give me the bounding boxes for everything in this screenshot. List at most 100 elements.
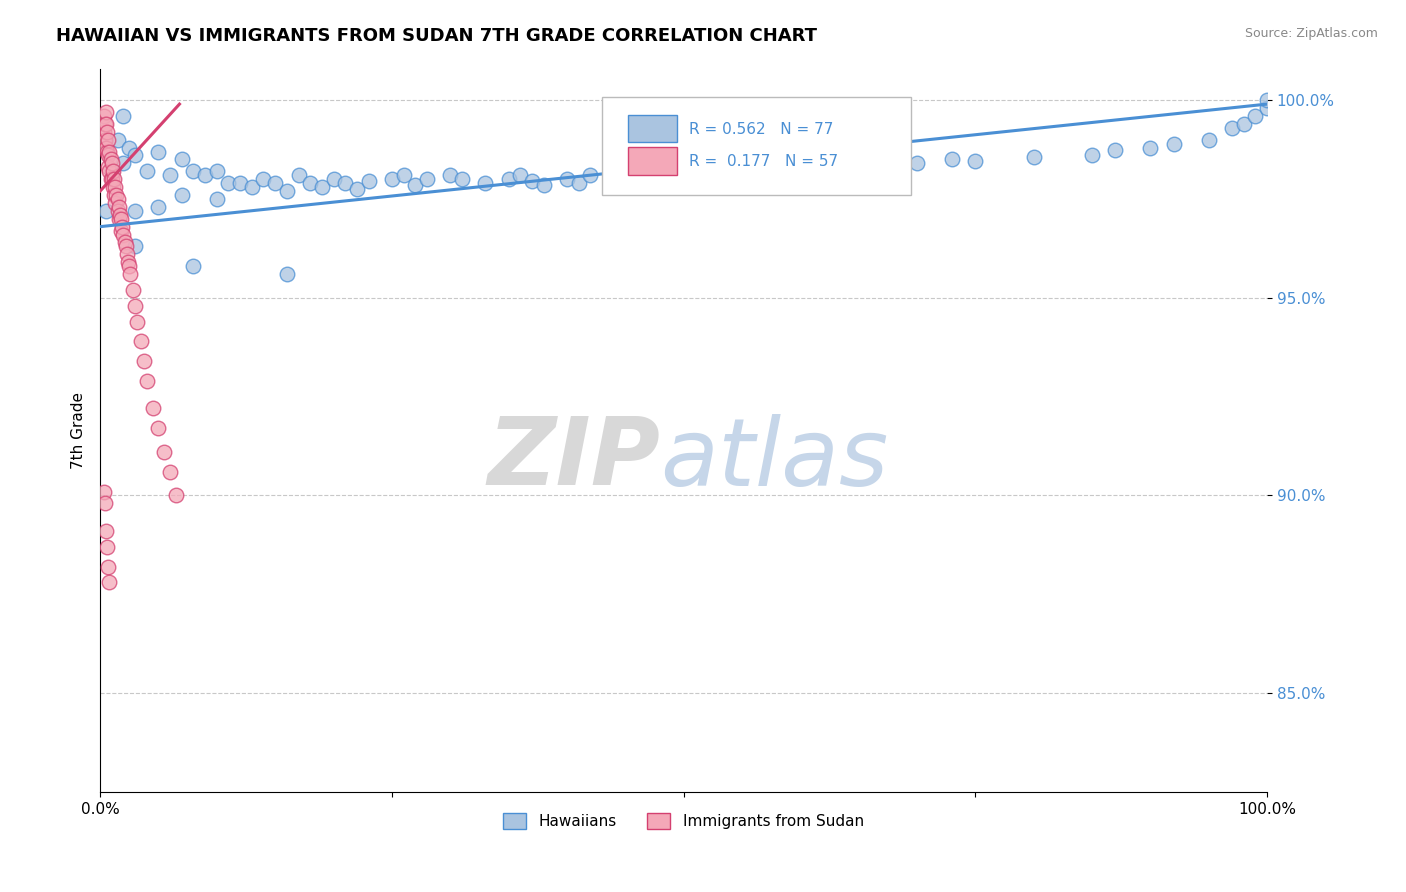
Point — [96, 125, 118, 139]
Point — [218, 176, 240, 190]
Point — [905, 156, 928, 170]
Point — [129, 334, 152, 349]
Point — [94, 133, 117, 147]
Point — [159, 168, 181, 182]
Point — [103, 172, 125, 186]
Point — [107, 211, 129, 226]
Point — [104, 195, 127, 210]
Bar — [627, 147, 676, 175]
Text: Source: ZipAtlas.com: Source: ZipAtlas.com — [1244, 27, 1378, 40]
Point — [153, 445, 176, 459]
Point — [696, 172, 718, 186]
Point — [311, 180, 333, 194]
Point — [124, 239, 146, 253]
Point — [118, 140, 141, 154]
Point — [287, 168, 309, 182]
Point — [120, 267, 142, 281]
Point — [567, 176, 589, 190]
Point — [1244, 109, 1267, 123]
Point — [520, 174, 543, 188]
Point — [107, 133, 129, 147]
Point — [93, 484, 115, 499]
Point — [97, 133, 120, 147]
Point — [107, 203, 129, 218]
Point — [1220, 120, 1243, 135]
Point — [134, 354, 156, 368]
Point — [718, 168, 741, 182]
Point — [101, 156, 124, 170]
Point — [614, 172, 637, 186]
Text: R =  0.177   N = 57: R = 0.177 N = 57 — [689, 154, 838, 169]
Point — [1081, 148, 1104, 162]
Point — [94, 105, 117, 120]
Point — [108, 208, 131, 222]
Point — [94, 496, 117, 510]
Point — [789, 172, 811, 186]
Point — [778, 168, 800, 182]
Point — [346, 182, 368, 196]
Point — [883, 161, 905, 175]
Point — [194, 168, 217, 182]
Point — [439, 168, 461, 182]
Text: atlas: atlas — [661, 414, 889, 505]
Point — [183, 164, 205, 178]
Point — [97, 559, 120, 574]
Point — [98, 164, 121, 178]
Point — [335, 176, 357, 190]
Point — [110, 211, 132, 226]
Point — [404, 178, 426, 193]
Point — [205, 164, 228, 178]
Point — [112, 109, 135, 123]
Point — [148, 145, 170, 159]
Point — [101, 164, 124, 178]
Point — [1139, 140, 1161, 154]
Point — [93, 109, 115, 123]
Point — [1256, 93, 1278, 107]
Point — [276, 184, 298, 198]
Point — [731, 174, 754, 188]
Point — [1163, 136, 1185, 151]
Point — [170, 188, 193, 202]
Point — [97, 148, 120, 162]
Point — [93, 125, 115, 139]
Point — [97, 161, 120, 175]
Point — [94, 203, 117, 218]
Point — [229, 176, 252, 190]
Point — [101, 180, 124, 194]
Point — [110, 224, 132, 238]
Point — [965, 154, 987, 169]
Point — [124, 148, 146, 162]
Point — [322, 172, 344, 186]
Point — [107, 200, 129, 214]
Point — [824, 168, 846, 182]
Point — [98, 575, 121, 590]
Text: R = 0.562   N = 77: R = 0.562 N = 77 — [689, 122, 834, 136]
Point — [96, 540, 118, 554]
Point — [170, 153, 193, 167]
Point — [124, 299, 146, 313]
Point — [637, 176, 659, 190]
Point — [94, 117, 117, 131]
Point — [252, 172, 274, 186]
Point — [672, 178, 695, 193]
Point — [107, 192, 129, 206]
Point — [124, 203, 146, 218]
Point — [276, 267, 298, 281]
Point — [100, 153, 122, 167]
Point — [114, 239, 136, 253]
Point — [205, 192, 228, 206]
Point — [509, 168, 531, 182]
Bar — [627, 115, 676, 143]
Point — [754, 172, 776, 186]
Point — [183, 259, 205, 273]
Point — [555, 172, 578, 186]
Point — [498, 172, 520, 186]
Point — [94, 117, 117, 131]
Point — [941, 153, 963, 167]
Point — [626, 178, 648, 193]
Point — [159, 465, 181, 479]
Point — [299, 176, 322, 190]
Point — [127, 314, 149, 328]
Point — [474, 176, 496, 190]
Point — [264, 176, 287, 190]
